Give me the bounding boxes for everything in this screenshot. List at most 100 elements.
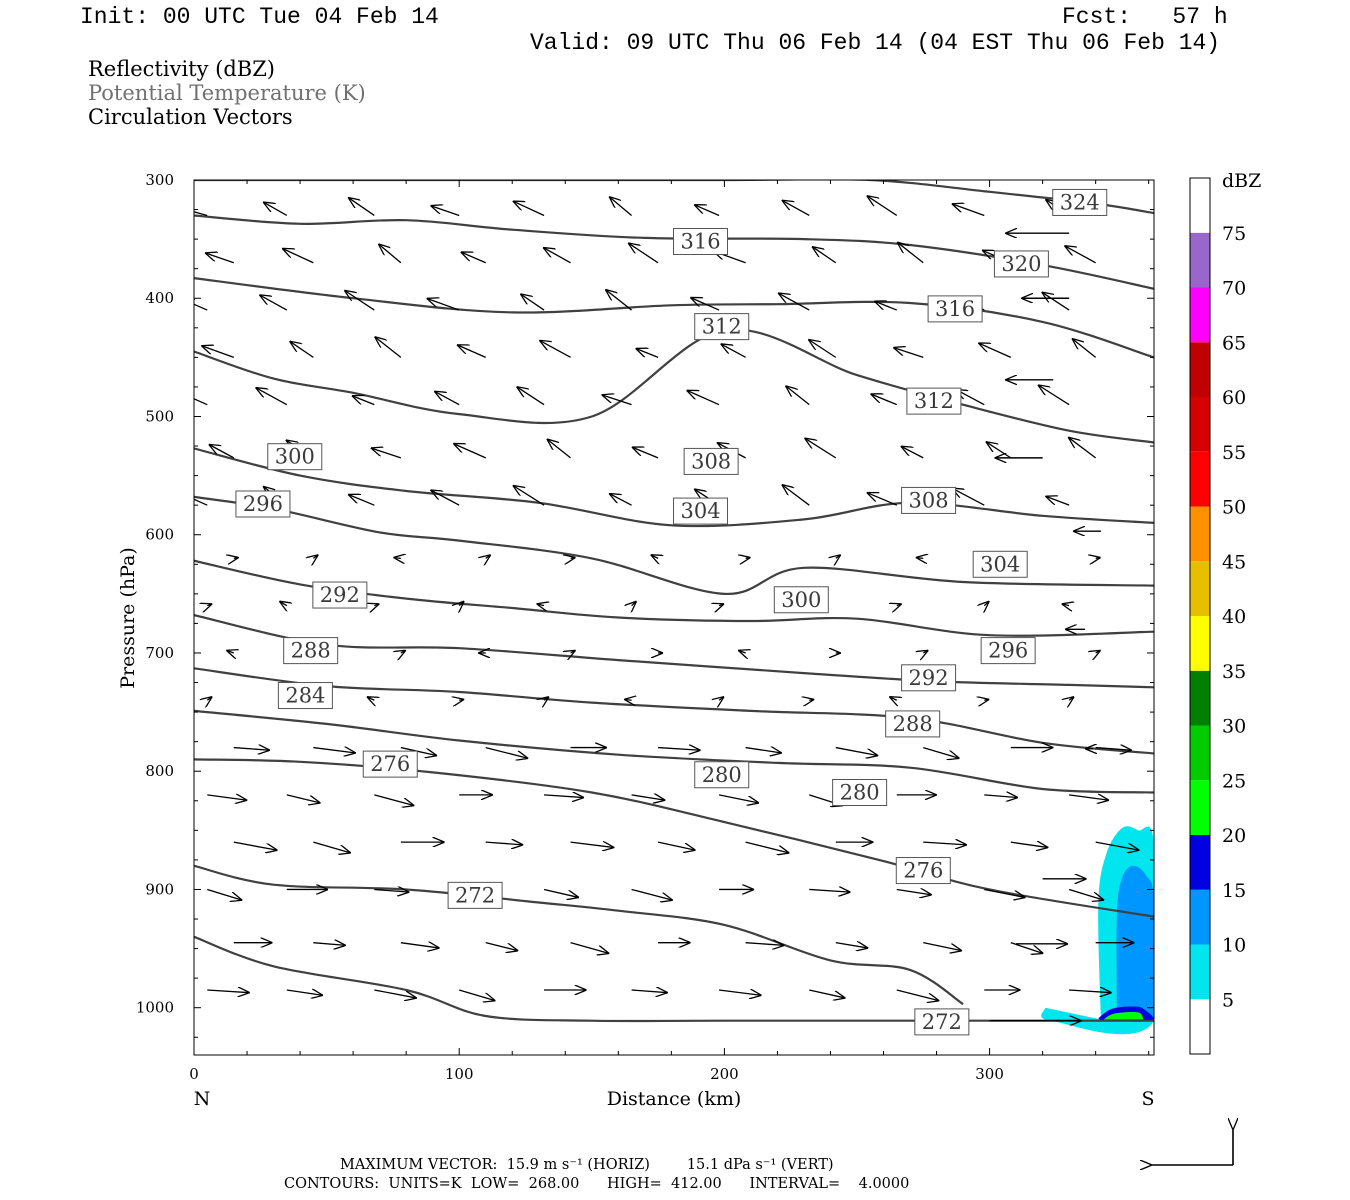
circulation-vector — [1072, 338, 1097, 358]
circulation-vector — [631, 888, 673, 900]
contour-label-box — [235, 490, 291, 518]
y-tick-label-1000: 1000 — [136, 999, 174, 1017]
circulation-vector — [986, 442, 1012, 459]
contour-label-308: 308 — [691, 449, 731, 473]
circulation-vector — [923, 942, 962, 951]
circulation-vector — [570, 942, 610, 954]
contour-label-box — [901, 486, 957, 514]
isentrope-288k — [194, 709, 1154, 794]
isentrope-276k — [194, 935, 1154, 1023]
circulation-vector — [544, 697, 549, 701]
isentrope-304k — [194, 495, 1154, 596]
contour-label-304: 304 — [680, 499, 720, 523]
circulation-vector — [782, 484, 810, 506]
contour-label-box — [312, 581, 368, 609]
circulation-vector — [657, 841, 696, 850]
circulation-vector — [378, 244, 402, 264]
circulation-vector — [1042, 292, 1070, 311]
circulation-vector — [690, 297, 720, 311]
circulation-vector — [1069, 697, 1074, 701]
contour-label-272: 272 — [455, 883, 495, 907]
colorbar-bin-45 — [1190, 506, 1210, 562]
contour-label-304: 304 — [980, 552, 1020, 576]
circulation-vector — [1069, 990, 1112, 993]
circulation-vector — [543, 247, 571, 264]
circulation-vector — [719, 604, 724, 606]
circulation-vector — [718, 794, 759, 803]
circulation-vector — [605, 289, 632, 311]
circulation-vector — [694, 205, 720, 217]
circulation-vector — [544, 795, 584, 798]
contour-label-box — [267, 443, 323, 471]
circulation-vector — [233, 841, 278, 850]
circulation-vector — [602, 395, 632, 406]
circulation-vector — [201, 346, 234, 358]
circulation-vector — [371, 448, 402, 459]
circulation-vector — [313, 841, 351, 853]
circulation-vector — [459, 699, 464, 700]
contour-label-296: 296 — [243, 492, 283, 516]
colorbar-label-35: 35 — [1222, 661, 1246, 683]
reflectivity-shading — [1041, 826, 1154, 1035]
colorbar-bin-40 — [1190, 561, 1210, 616]
circulation-vector — [923, 746, 959, 759]
circulation-vector — [658, 748, 701, 751]
colorbar-label-75: 75 — [1222, 223, 1246, 245]
circulation-vector — [1096, 650, 1101, 653]
contour-label-312: 312 — [702, 315, 742, 339]
contour-label-288: 288 — [893, 712, 933, 736]
circulation-vector — [453, 443, 486, 459]
circulation-vector — [570, 842, 615, 847]
circulation-vector — [459, 601, 464, 606]
circulation-vector — [809, 889, 850, 892]
circulation-vector — [1095, 841, 1140, 850]
circulation-vector — [352, 396, 375, 406]
circulation-vector — [984, 888, 1025, 897]
contour-label-280: 280 — [702, 763, 742, 787]
circulation-vector — [808, 339, 837, 358]
circulation-vector — [867, 493, 898, 506]
circulation-vector — [459, 989, 495, 1001]
x-tick-label-200: 200 — [710, 1065, 739, 1083]
circulation-vector — [746, 557, 751, 558]
circulation-vector — [1010, 842, 1048, 847]
circulation-vector — [234, 557, 239, 558]
circulation-vector — [344, 290, 375, 311]
circulation-vector — [513, 201, 545, 217]
circulation-vector — [609, 493, 632, 506]
colorbar-bin-55 — [1190, 397, 1210, 452]
colorbar-label-25: 25 — [1222, 770, 1246, 792]
circulation-vector — [427, 298, 460, 311]
circulation-vector — [400, 943, 440, 948]
circulation-vector — [628, 243, 659, 264]
circulation-vector — [897, 242, 924, 264]
circulation-vector — [896, 889, 932, 894]
valid-time: Valid: 09 UTC Thu 06 Feb 14 (04 EST Thu … — [530, 30, 1221, 56]
colorbar-bin-70 — [1190, 232, 1210, 288]
contour-label-316: 316 — [680, 229, 720, 253]
y-tick-label-500: 500 — [145, 407, 174, 425]
footer-maximum-vector: MAXIMUM VECTOR: 15.9 m s⁻¹ (HORIZ) 15.1 … — [340, 1157, 834, 1173]
circulation-vector — [874, 301, 898, 311]
circulation-vector — [893, 347, 924, 358]
circulation-vector — [571, 650, 576, 653]
circulation-vector — [313, 943, 346, 946]
colorbar-label-15: 15 — [1222, 880, 1246, 902]
circulation-vector — [809, 989, 845, 998]
contour-label-box — [906, 387, 962, 415]
circulation-vector — [1096, 557, 1101, 558]
circulation-vector-field — [194, 196, 1140, 1021]
circulation-vector — [738, 650, 746, 653]
contour-label-316: 316 — [935, 297, 975, 321]
x-axis-south-label: S — [1141, 1088, 1154, 1110]
colorbar-label-60: 60 — [1222, 387, 1246, 409]
circulation-vector — [313, 748, 356, 753]
circulation-vector — [1069, 795, 1109, 800]
contour-label-box — [277, 682, 333, 710]
circulation-vector — [461, 252, 486, 264]
circulation-vector — [867, 196, 898, 217]
colorbar-bin-75 — [1190, 178, 1210, 233]
circulation-vector — [539, 340, 571, 358]
circulation-vector — [434, 391, 460, 406]
